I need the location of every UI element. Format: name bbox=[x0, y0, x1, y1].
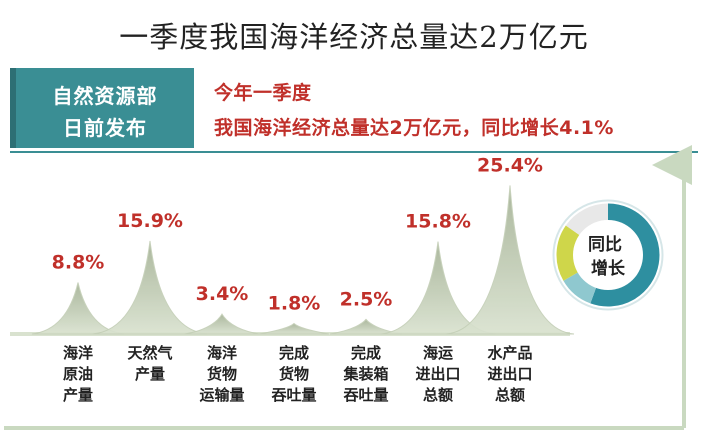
peak-3 bbox=[184, 313, 260, 335]
value-labels-group: 8.8% 15.9% 3.4% 1.8% 2.5% 15.8% 25.4% bbox=[52, 154, 543, 314]
peaks-group bbox=[10, 185, 575, 336]
source-line-2: 日前发布 bbox=[63, 116, 147, 140]
ring-center bbox=[573, 220, 643, 290]
value-label-1: 8.8% bbox=[52, 252, 105, 274]
peak-5 bbox=[329, 318, 403, 335]
category-label-4-line-3: 吞吐量 bbox=[270, 386, 316, 404]
peak-1 bbox=[31, 282, 125, 335]
headline-line-2: 我国海洋经济总量达2万亿元，同比增长4.1% bbox=[214, 117, 614, 139]
ring-segment-4 bbox=[565, 203, 609, 236]
value-label-5: 2.5% bbox=[340, 288, 393, 310]
category-label-1-line-2: 原油 bbox=[63, 365, 93, 383]
ring-label-line-2: 增长 bbox=[591, 258, 626, 279]
ring-outline bbox=[552, 199, 664, 311]
peak-4 bbox=[259, 322, 329, 335]
category-label-6-line-2: 进出口 bbox=[415, 365, 460, 383]
headline-line-1: 今年一季度 bbox=[214, 82, 312, 104]
category-label-5-line-3: 吞吐量 bbox=[342, 386, 388, 404]
peak-7 bbox=[445, 185, 575, 335]
header-rule bbox=[10, 151, 698, 153]
category-label-7-line-2: 进出口 bbox=[487, 365, 532, 383]
axis-frame bbox=[4, 145, 692, 430]
category-label-3-line-2: 货物 bbox=[207, 365, 237, 383]
category-label-1-line-1: 海洋 bbox=[63, 344, 93, 362]
growth-ring: 同比 增长 bbox=[552, 199, 664, 311]
category-label-4-line-1: 完成 bbox=[279, 344, 309, 362]
source-box: 自然资源部 日前发布 bbox=[10, 68, 194, 148]
category-label-2-line-2: 产量 bbox=[135, 365, 165, 383]
chart-title: 一季度我国海洋经济总量达2万亿元 bbox=[119, 20, 589, 54]
value-label-7: 25.4% bbox=[477, 154, 543, 176]
source-line-1: 自然资源部 bbox=[52, 84, 158, 108]
category-label-1-line-3: 产量 bbox=[63, 386, 93, 404]
category-label-6-line-3: 总额 bbox=[423, 386, 453, 404]
category-label-7-line-1: 水产品 bbox=[487, 344, 532, 362]
category-label-7-line-3: 总额 bbox=[495, 386, 525, 404]
category-label-3-line-3: 运输量 bbox=[199, 386, 244, 404]
category-label-3-line-1: 海洋 bbox=[207, 344, 237, 362]
ring-segment-3 bbox=[556, 225, 581, 281]
category-label-5-line-2: 集装箱 bbox=[342, 365, 388, 383]
value-label-6: 15.8% bbox=[405, 211, 471, 233]
category-label-5-line-1: 完成 bbox=[351, 344, 381, 362]
ring-label-line-1: 同比 bbox=[588, 234, 622, 255]
peak-2 bbox=[92, 240, 208, 335]
category-label-6-line-1: 海运 bbox=[423, 344, 453, 362]
category-label-4-line-2: 货物 bbox=[279, 365, 309, 383]
ring-label: 同比 增长 bbox=[588, 234, 628, 279]
ring-segment-2 bbox=[563, 271, 597, 304]
value-label-4: 1.8% bbox=[268, 292, 321, 314]
ring-segment-1 bbox=[590, 203, 660, 307]
value-label-3: 3.4% bbox=[196, 283, 249, 305]
category-labels-group: 海洋原油产量天然气产量海洋货物运输量完成货物吞吐量完成集装箱吞吐量海运进出口总额… bbox=[63, 344, 533, 404]
category-label-2-line-1: 天然气 bbox=[127, 344, 172, 362]
value-label-2: 15.9% bbox=[117, 210, 183, 232]
peak-6 bbox=[380, 241, 496, 335]
